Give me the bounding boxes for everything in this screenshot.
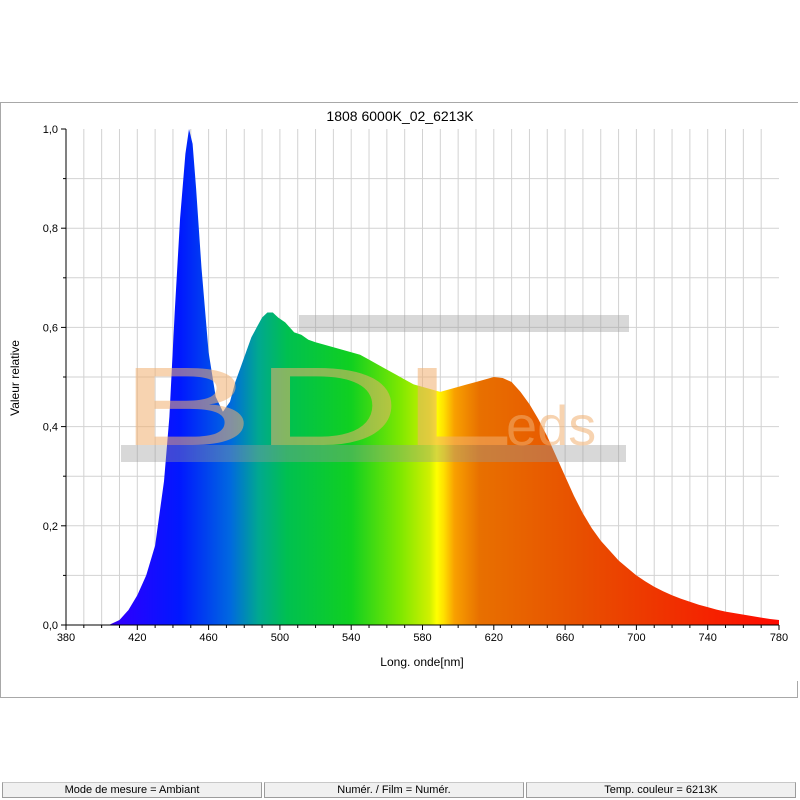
x-tick-label: 780 [770,632,788,644]
x-tick-label: 700 [627,632,645,644]
x-tick-label: 620 [485,632,503,644]
x-tick-label: 500 [271,632,289,644]
y-tick-label: 0,2 [43,521,58,533]
x-tick-label: 420 [128,632,146,644]
watermark-text-large: BDL [119,344,514,469]
x-tick-label: 580 [413,632,431,644]
status-bar: Mode de mesure = Ambiant Numér. / Film =… [1,781,799,799]
chart-title: 1808 6000K_02_6213K [326,108,474,124]
watermark-bar-bottom [121,445,626,462]
x-tick-label: 540 [342,632,360,644]
y-tick-label: 0,8 [43,223,58,235]
y-axis-title: Valeur relative [8,340,22,416]
x-tick-label: 460 [199,632,217,644]
spectrum-chart: 1808 6000K_02_6213K BDL eds 380 420 460 500… [1,103,799,681]
watermark-text-small: eds [506,394,596,457]
x-tick-label: 380 [57,632,75,644]
spectrum-window: 1808 6000K_02_6213K BDL eds 380 420 460 500… [0,102,799,798]
x-tick-label: 740 [699,632,717,644]
status-numer: Numér. / Film = Numér. [264,782,524,798]
watermark: BDL eds [119,315,629,469]
y-tick-label: 0,4 [43,422,58,434]
y-tick-labels: 0,0 0,2 0,4 0,6 0,8 1,0 [43,124,58,632]
x-axis-title: Long. onde[nm] [380,655,463,669]
spectrum-area [108,129,779,625]
x-tick-label: 660 [556,632,574,644]
status-mode: Mode de mesure = Ambiant [2,782,262,798]
x-tick-labels: 380 420 460 500 540 580 620 660 700 740 780 [57,632,788,644]
y-tick-label: 1,0 [43,124,58,136]
watermark-bar-top [299,315,629,332]
axes [61,128,780,630]
y-tick-label: 0,0 [43,620,58,632]
y-tick-label: 0,6 [43,322,58,334]
status-temp: Temp. couleur = 6213K [526,782,796,798]
